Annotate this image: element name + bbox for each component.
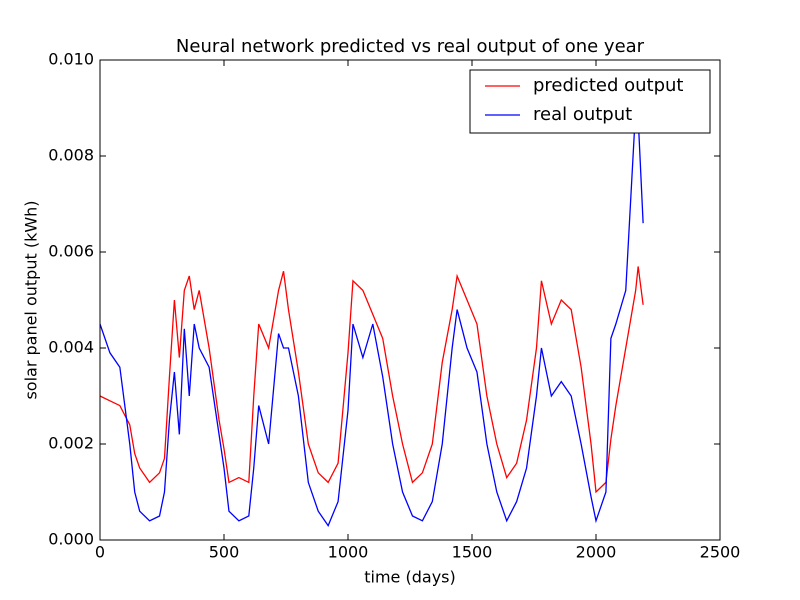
x-tick-label: 2500: [700, 543, 741, 562]
chart-title: Neural network predicted vs real output …: [176, 36, 645, 57]
y-axis-label: solar panel output (kWh): [22, 200, 41, 399]
x-tick-label: 1000: [328, 543, 369, 562]
x-axis-label: time (days): [364, 568, 455, 587]
data-line: [99, 107, 644, 527]
y-tick-label: 0.010: [48, 50, 94, 69]
y-tick-label: 0.004: [48, 338, 94, 357]
x-tick-label: 2000: [576, 543, 617, 562]
x-tick-label: 0: [95, 543, 105, 562]
y-tick-label: 0.000: [48, 530, 94, 549]
y-tick-label: 0.008: [48, 146, 94, 165]
y-tick-label: 0.002: [48, 434, 94, 453]
y-tick-label: 0.006: [48, 242, 94, 261]
plot-frame: [99, 59, 721, 541]
x-tick-label: 1500: [452, 543, 493, 562]
data-line: [99, 266, 644, 494]
legend-label: real output: [533, 104, 632, 125]
legend-box: [469, 69, 711, 134]
x-tick-label: 500: [209, 543, 240, 562]
legend-label: predicted output: [533, 75, 683, 96]
